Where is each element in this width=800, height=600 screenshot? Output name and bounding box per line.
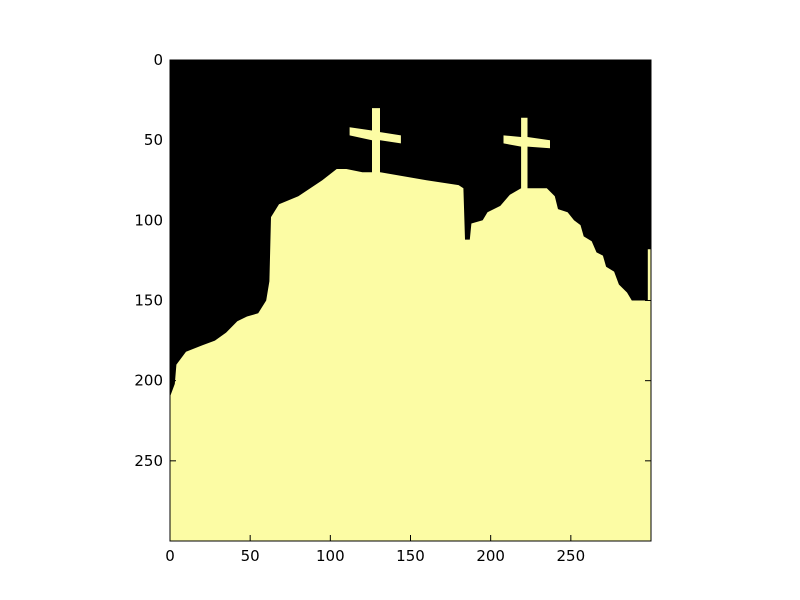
y-axis-ticks: 0 50 100 150 200 250 [134, 51, 651, 470]
x-tick-label-0: 0 [165, 547, 175, 565]
plot-area [170, 60, 651, 541]
y-tick-label-2: 100 [134, 211, 163, 229]
axes-frame [169, 59, 652, 542]
x-tick-label-4: 200 [476, 547, 505, 565]
y-tick-label-0: 0 [153, 51, 163, 69]
y-tick-label-3: 150 [134, 292, 163, 310]
y-tick-label-5: 250 [134, 452, 163, 470]
y-tick-label-4: 200 [134, 372, 163, 390]
x-tick-label-2: 100 [316, 547, 345, 565]
x-tick-label-5: 250 [557, 547, 586, 565]
x-tick-label-1: 50 [241, 547, 260, 565]
y-tick-label-1: 50 [144, 131, 163, 149]
x-tick-label-3: 150 [396, 547, 425, 565]
mask-foreground-region [170, 108, 651, 541]
x-axis-ticks: 0 50 100 150 200 250 [165, 60, 585, 565]
